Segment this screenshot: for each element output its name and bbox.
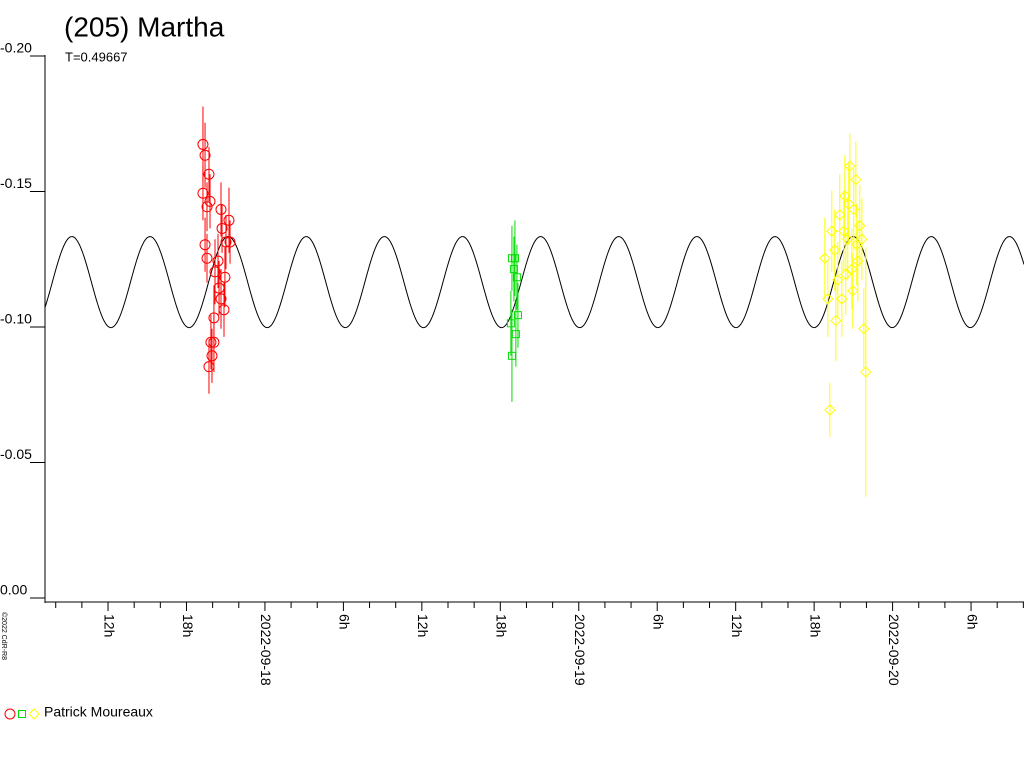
data-point <box>851 238 863 251</box>
x-tick-label: 6h <box>337 614 353 630</box>
data-point <box>506 319 515 328</box>
data-point <box>826 225 838 237</box>
y-tick-label: -0.10 <box>0 311 32 327</box>
x-tick-label: 12h <box>415 614 431 637</box>
y-tick-label: -0.20 <box>0 40 32 56</box>
data-point <box>212 255 224 267</box>
data-point <box>507 351 516 360</box>
y-tick-label: 0.00 <box>0 582 27 598</box>
data-point <box>850 173 862 186</box>
credit: ©2022 CdR-R8 <box>0 612 8 660</box>
data-point <box>852 255 864 267</box>
data-point <box>216 222 228 234</box>
data-point <box>846 263 858 275</box>
data-point <box>509 265 518 274</box>
data-point <box>219 271 231 283</box>
fit-curve <box>44 236 1024 329</box>
x-tick-label: 6h <box>651 614 667 630</box>
data-point <box>843 198 855 210</box>
data-point <box>204 195 216 207</box>
x-tick-label: 6h <box>964 614 980 630</box>
data-point <box>224 236 236 248</box>
x-tick-label: 18h <box>494 614 510 637</box>
data-point <box>824 404 836 416</box>
x-tick-label: 12h <box>101 614 117 637</box>
data-point <box>218 304 230 316</box>
data-point <box>829 244 841 256</box>
data-point <box>819 252 831 264</box>
data-point <box>215 293 227 305</box>
data-point <box>220 236 232 248</box>
data-point <box>201 201 213 213</box>
x-tick-label: 2022-09-18 <box>258 614 274 686</box>
data-point <box>822 293 834 305</box>
data-point <box>847 285 859 297</box>
data-point <box>197 138 209 150</box>
y-tick-label: -0.05 <box>0 446 32 462</box>
legend-marker <box>4 708 16 720</box>
data-point <box>830 314 842 327</box>
data-point <box>842 233 854 245</box>
x-tick-label: 18h <box>807 614 823 637</box>
x-tick-label: 2022-09-20 <box>886 614 902 686</box>
data-point <box>208 312 220 324</box>
data-point <box>205 336 217 348</box>
data-point <box>834 209 846 221</box>
data-point <box>840 268 852 281</box>
data-point <box>832 274 844 286</box>
legend-marker <box>18 710 26 718</box>
data-point <box>858 323 870 335</box>
data-point <box>836 293 848 305</box>
legend-marker <box>28 708 40 720</box>
data-point <box>208 336 220 348</box>
data-point <box>213 282 225 294</box>
data-point <box>201 252 213 264</box>
data-point <box>854 220 866 232</box>
x-tick-label: 12h <box>729 614 745 637</box>
chart-subtitle: T=0.49667 <box>65 49 128 64</box>
data-point <box>512 273 521 282</box>
data-point <box>510 254 519 263</box>
y-tick-label: -0.15 <box>0 175 32 191</box>
legend-label: Patrick Moureaux <box>44 704 153 720</box>
data-point <box>197 187 209 199</box>
data-point <box>839 190 851 202</box>
data-point <box>199 149 211 161</box>
data-point <box>513 311 522 320</box>
data-point <box>838 225 850 237</box>
chart-title: (205) Martha <box>64 11 225 42</box>
data-point <box>203 361 215 373</box>
data-point <box>223 214 235 226</box>
data-point <box>199 239 211 251</box>
data-point <box>206 350 218 362</box>
data-point <box>209 266 221 278</box>
data-point <box>203 168 215 180</box>
x-tick-label: 2022-09-19 <box>572 614 588 686</box>
data-point <box>215 203 227 215</box>
data-point <box>844 160 856 172</box>
data-point <box>511 330 520 339</box>
x-tick-label: 18h <box>180 614 196 637</box>
data-point <box>860 366 872 378</box>
